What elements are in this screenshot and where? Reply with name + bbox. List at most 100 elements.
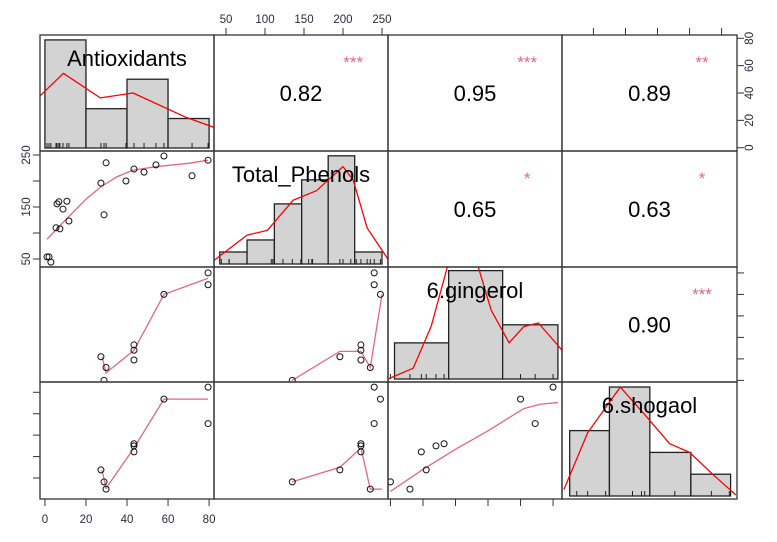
scatter-point (357, 356, 365, 364)
scatter-point (53, 200, 61, 208)
histogram-bar (690, 473, 732, 497)
scatter-point (357, 440, 365, 448)
scatter-point (432, 442, 440, 450)
scatter-point (288, 376, 296, 382)
correlation-value: 0.90 (628, 313, 671, 338)
histogram-bar (301, 179, 329, 265)
variable-label: Antioxidants (67, 46, 187, 71)
scatter-panel (288, 383, 384, 493)
panel-border (387, 381, 563, 500)
scatter-point (97, 179, 105, 187)
scatter-point (102, 159, 110, 167)
scatter-point (102, 485, 110, 493)
significance-stars: ** (695, 53, 709, 72)
scatter-point (122, 177, 130, 185)
histogram-2 (388, 267, 562, 380)
histogram-bar (44, 39, 87, 149)
axis-tick-label: 20 (744, 114, 756, 127)
scatter-point (160, 290, 168, 298)
histogram-bar (649, 451, 692, 497)
axis-tick-label: 50 (220, 14, 233, 26)
variable-label: 6.gingerol (427, 278, 524, 303)
correlation-value: 0.63 (628, 197, 671, 222)
panel-border (213, 266, 389, 383)
scatter-panel (97, 383, 212, 493)
scatter-point (388, 478, 394, 486)
scatter-panel (43, 152, 212, 266)
scatter-point (440, 440, 448, 448)
scatter-point (130, 346, 138, 354)
histogram-bar (448, 269, 504, 380)
smooth-line (390, 401, 558, 492)
histogram-bar (126, 78, 169, 149)
scatter-point (52, 224, 60, 232)
scatter-point (204, 281, 212, 289)
density-curve (214, 165, 388, 261)
axis-tick-label: 40 (121, 514, 134, 526)
axis-tick-label: 0 (744, 145, 756, 151)
scatter-point (130, 448, 138, 456)
histogram-bar (85, 108, 128, 149)
histogram-bar (273, 203, 303, 265)
axis-tick-label: 0 (42, 514, 48, 526)
scatter-point (357, 346, 365, 354)
scatter-point (140, 168, 148, 176)
scatter-point (100, 376, 108, 382)
axis-tick-label: 50 (21, 253, 33, 266)
density-curve (388, 267, 562, 380)
scatter-point (55, 198, 63, 206)
scatter-point (97, 466, 105, 474)
scatter-point (56, 225, 64, 233)
scatter-point (288, 478, 296, 486)
scatter-point (160, 152, 168, 160)
scatter-point (43, 253, 51, 261)
scatter-point (160, 395, 168, 403)
axis-tick-label: 80 (744, 32, 756, 45)
panel-border (39, 266, 215, 383)
scatter-point (204, 420, 212, 428)
scatter-point (102, 363, 110, 371)
scatter-panel (288, 269, 384, 382)
scatter-point (130, 356, 138, 364)
histogram-bar (501, 324, 559, 380)
scatter-point (59, 205, 67, 213)
smooth-line (291, 294, 383, 381)
scatter-point (336, 353, 344, 361)
scatter-point (100, 478, 108, 486)
scatter-panel (97, 269, 212, 382)
scatter-point (370, 420, 378, 428)
scatter-point (370, 269, 378, 277)
scatter-point (130, 341, 138, 349)
significance-stars: * (524, 169, 531, 188)
scatter-point (422, 466, 430, 474)
histogram-bar (219, 251, 248, 265)
scatter-point (97, 353, 105, 361)
scatter-panel (388, 383, 558, 493)
histogram-1 (214, 155, 388, 265)
scatter-point (376, 290, 384, 298)
scatter-point (417, 448, 425, 456)
histogram-bar (327, 155, 356, 265)
scatter-point (100, 211, 108, 219)
histogram-bar (246, 239, 276, 265)
axis-tick-label: 150 (21, 197, 33, 216)
smooth-line (101, 398, 209, 490)
axis-tick-label: 100 (255, 14, 274, 26)
significance-stars: *** (692, 285, 712, 304)
scatter-point (47, 258, 55, 266)
histogram-bar (608, 386, 651, 497)
significance-stars: * (699, 169, 706, 188)
scatter-point (370, 383, 378, 391)
scatter-point (366, 363, 374, 371)
axis-tick-label: 60 (744, 59, 756, 72)
histogram-bar (569, 429, 611, 497)
smooth-line (101, 277, 209, 375)
axis-tick-label: 250 (21, 145, 33, 164)
variable-label: 6.shogaol (602, 393, 697, 418)
scatter-point (130, 440, 138, 448)
smooth-line (291, 446, 382, 490)
scatter-point (63, 197, 71, 205)
density-curve (563, 386, 737, 496)
correlation-value: 0.82 (280, 81, 323, 106)
